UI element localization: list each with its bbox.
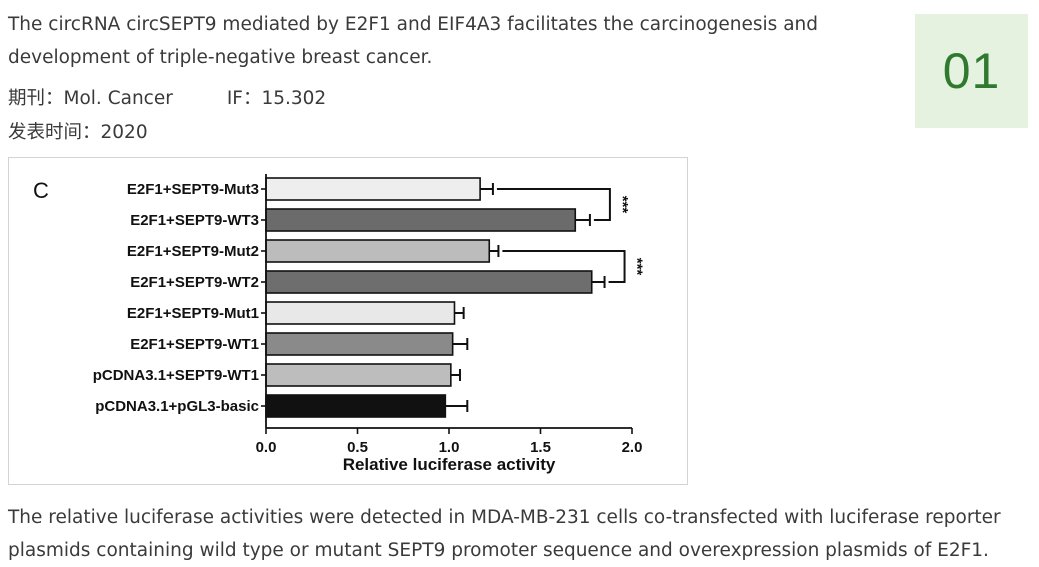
category-label: E2F1+SEPT9-WT1: [130, 336, 259, 353]
category-label: pCDNA3.1+SEPT9-WT1: [93, 367, 259, 384]
article-title: The circRNA circSEPT9 mediated by E2F1 a…: [8, 14, 818, 68]
figure-panel: C E2F1+SEPT9-Mut3 E2F1+SEPT9-WT3 E2F1+SEPT9…: [8, 157, 688, 485]
significance-label: ***: [629, 258, 646, 276]
category-label: E2F1+SEPT9-WT3: [130, 212, 259, 229]
x-tick-label: 0.0: [256, 439, 277, 456]
x-tick-label: 0.5: [347, 439, 368, 456]
journal-line: 期刊：Mol. Cancer IF：15.302: [8, 84, 326, 110]
article-number-badge: 01: [915, 14, 1028, 128]
publish-date-value: 2020: [100, 122, 148, 143]
category-label: E2F1+SEPT9-Mut2: [127, 243, 259, 260]
x-tick-label: 2.0: [622, 439, 643, 456]
impact-factor-label: IF：: [226, 88, 262, 109]
x-tick-label: 1.0: [439, 439, 460, 456]
panel-label: C: [33, 178, 49, 203]
x-tick-label: 1.5: [530, 439, 551, 456]
bar: [265, 332, 454, 356]
publish-date-line: 发表时间：2020: [8, 118, 148, 144]
bar: [265, 177, 481, 201]
bar: [265, 363, 452, 387]
publish-date-label: 发表时间：: [8, 122, 101, 143]
category-label: E2F1+SEPT9-Mut3: [127, 181, 259, 198]
luciferase-bar-chart: C E2F1+SEPT9-Mut3 E2F1+SEPT9-WT3 E2F1+SEPT9…: [33, 174, 646, 474]
bar: [265, 208, 577, 232]
significance-bracket: [502, 250, 626, 283]
journal-label: 期刊：: [8, 88, 64, 109]
bar: [265, 394, 447, 418]
category-label: E2F1+SEPT9-WT2: [130, 274, 259, 291]
figure-caption: The relative luciferase activities were …: [8, 507, 1001, 561]
bar: [265, 301, 456, 325]
significance-label: ***: [614, 196, 631, 214]
bar: [265, 239, 491, 263]
journal-name: Mol. Cancer: [63, 88, 173, 109]
category-label: pCDNA3.1+pGL3-basic: [95, 398, 259, 415]
bar: [265, 270, 593, 294]
x-axis-label: Relative luciferase activity: [343, 455, 556, 474]
impact-factor-value: 15.302: [261, 88, 327, 109]
significance-bracket: [496, 188, 611, 221]
badge-number: 01: [942, 43, 1001, 99]
category-label: E2F1+SEPT9-Mut1: [127, 305, 259, 322]
